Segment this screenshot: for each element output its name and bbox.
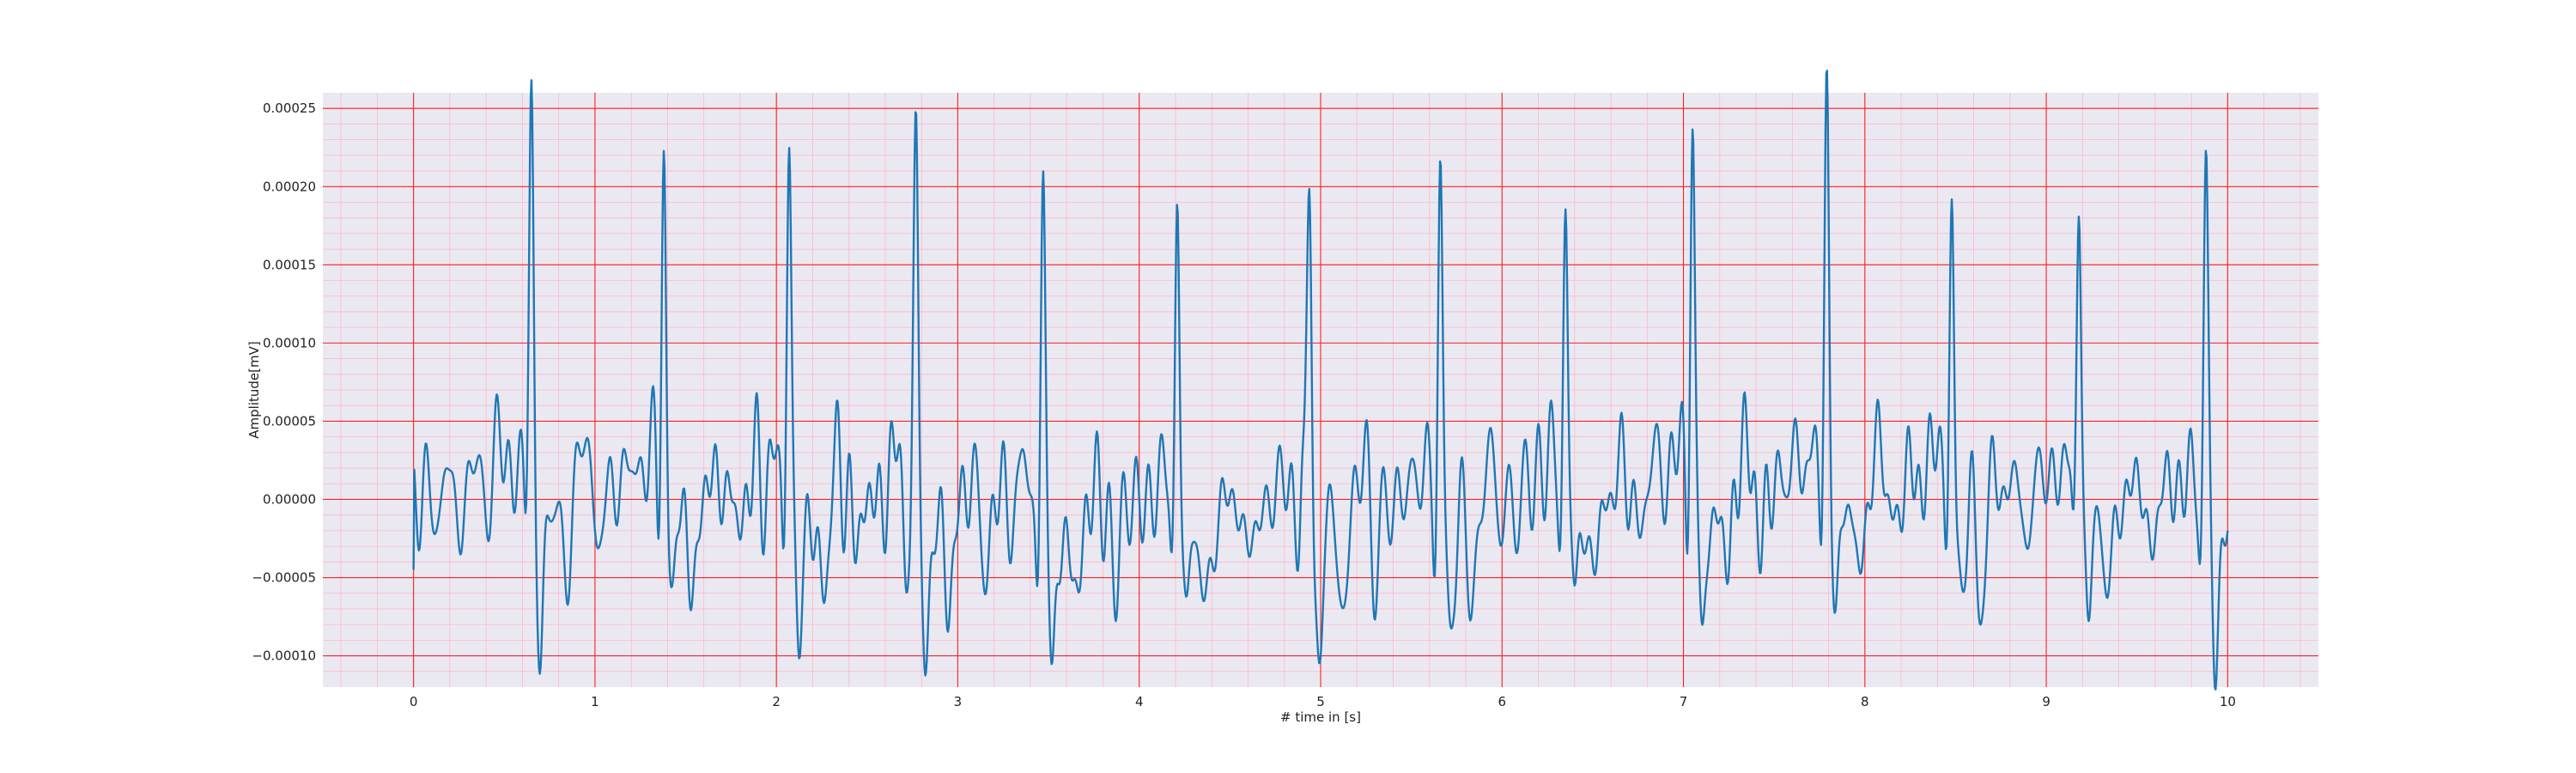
x-tick-label: 10: [2220, 694, 2236, 709]
y-tick-label: 0.00000: [263, 491, 316, 507]
x-tick-label: 3: [954, 694, 963, 709]
y-tick-label: 0.00015: [263, 257, 316, 272]
x-tick-label: 8: [1861, 694, 1869, 709]
x-tick-label: 5: [1316, 694, 1325, 709]
y-tick-label: −0.00010: [252, 648, 316, 664]
x-tick-label: 4: [1135, 694, 1144, 709]
y-tick-label: −0.00005: [252, 570, 316, 586]
y-axis-label: Amplitude[mV]: [246, 341, 262, 438]
x-tick-labels: 0 1 2 3 4 5 6 7 8 9 10: [410, 694, 2236, 709]
major-grid: [323, 93, 2318, 687]
x-tick-label: 7: [1680, 694, 1688, 709]
x-tick-label: 0: [410, 694, 418, 709]
x-tick-label: 9: [2042, 694, 2050, 709]
x-axis-label: # time in [s]: [1280, 709, 1361, 725]
x-tick-label: 2: [772, 694, 781, 709]
y-tick-label: 0.00005: [263, 413, 316, 429]
x-tick-label: 1: [591, 694, 599, 709]
y-tick-label: 0.00025: [263, 100, 316, 116]
y-tick-label: 0.00020: [263, 179, 316, 194]
y-tick-label: 0.00010: [263, 335, 316, 350]
y-tick-labels: −0.00010 −0.00005 0.00000 0.00005 0.00010 0.0…: [252, 100, 316, 663]
ecg-signal-line: [412, 70, 2229, 691]
x-tick-label: 6: [1498, 694, 1506, 709]
